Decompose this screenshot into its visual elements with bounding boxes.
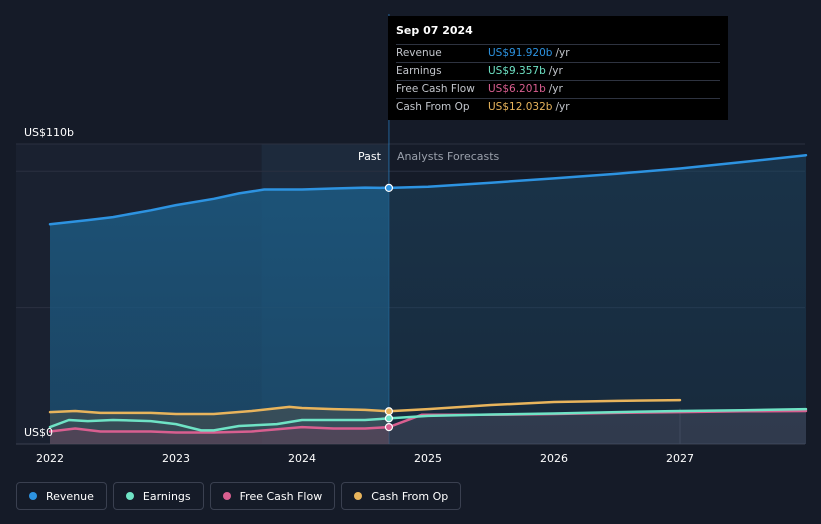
past-label: Past [358,150,382,163]
tooltip-label: Revenue [396,47,442,59]
cash-from-op-marker [384,407,394,416]
x-tick-label: 2025 [414,452,442,465]
chart-tooltip: Sep 07 2024 Revenue US$91.920b /yr Earni… [388,16,728,120]
x-tick-label: 2023 [162,452,190,465]
tooltip-value: US$91.920b [488,47,553,59]
x-tick-label: 2027 [666,452,694,465]
tooltip-value: US$12.032b [488,101,553,113]
revenue-forecast-area [388,155,806,444]
revenue-marker [384,183,394,193]
tooltip-label: Free Cash Flow [396,83,475,95]
forecast-label: Analysts Forecasts [397,150,500,163]
tooltip-date: Sep 07 2024 [396,24,473,37]
tooltip-row-cash-from-op: Cash From Op US$12.032b /yr [396,98,720,116]
free-cash-flow-marker [384,422,394,432]
tooltip-unit: /yr [555,101,570,113]
tooltip-label: Cash From Op [396,101,470,113]
legend-label: Revenue [46,489,94,503]
free-cash-flow-area [50,427,389,444]
earnings-line [48,417,391,432]
earnings-forecast-line [387,407,808,420]
tooltip-row-earnings: Earnings US$9.357b /yr [396,62,720,80]
free-cash-flow-dot-icon [222,492,231,500]
revenue-line [48,186,391,226]
tooltip-row-revenue: Revenue US$91.920b /yr [396,44,720,62]
earnings-dot-icon [125,492,134,500]
cash-from-op-forecast-line [387,398,682,413]
legend-item-revenue[interactable]: Revenue [16,482,107,510]
chart-canvas: US$110b US$0 Past Analysts Forecasts 2022 202… [16,14,808,465]
legend-item-cash-from-op[interactable]: Cash From Op [341,482,462,510]
y-axis-bottom-label: US$0 [24,426,53,439]
free-cash-flow-line [48,425,391,434]
chart-legend: Revenue Earnings Free Cash Flow Cash Fro… [16,482,462,510]
revenue-dot-icon [29,492,37,500]
revenue-forecast-line [387,153,808,190]
x-tick-label: 2022 [36,452,64,465]
cash-from-op-area [50,406,389,444]
tooltip-value: US$6.201b [488,83,546,95]
cash-from-op-line [48,405,391,416]
tooltip-unit: /yr [548,83,563,95]
legend-label: Free Cash Flow [239,489,323,503]
tooltip-unit: /yr [555,47,570,59]
legend-item-earnings[interactable]: Earnings [112,482,204,510]
tooltip-label: Earnings [396,65,442,77]
earnings-marker [384,414,394,423]
tooltip-unit: /yr [548,65,563,77]
revenue-area [50,187,389,444]
legend-label: Cash From Op [371,489,449,503]
cash-from-op-dot-icon [354,492,363,500]
legend-label: Earnings [142,489,191,503]
y-axis-top-label: US$110b [24,126,74,139]
x-tick-label: 2024 [288,452,316,465]
forecast-lower-area [388,411,806,444]
tooltip-value: US$9.357b [488,65,546,77]
tooltip-row-free-cash-flow: Free Cash Flow US$6.201b /yr [396,80,720,98]
legend-item-free-cash-flow[interactable]: Free Cash Flow [209,482,336,510]
x-tick-label: 2026 [540,452,568,465]
